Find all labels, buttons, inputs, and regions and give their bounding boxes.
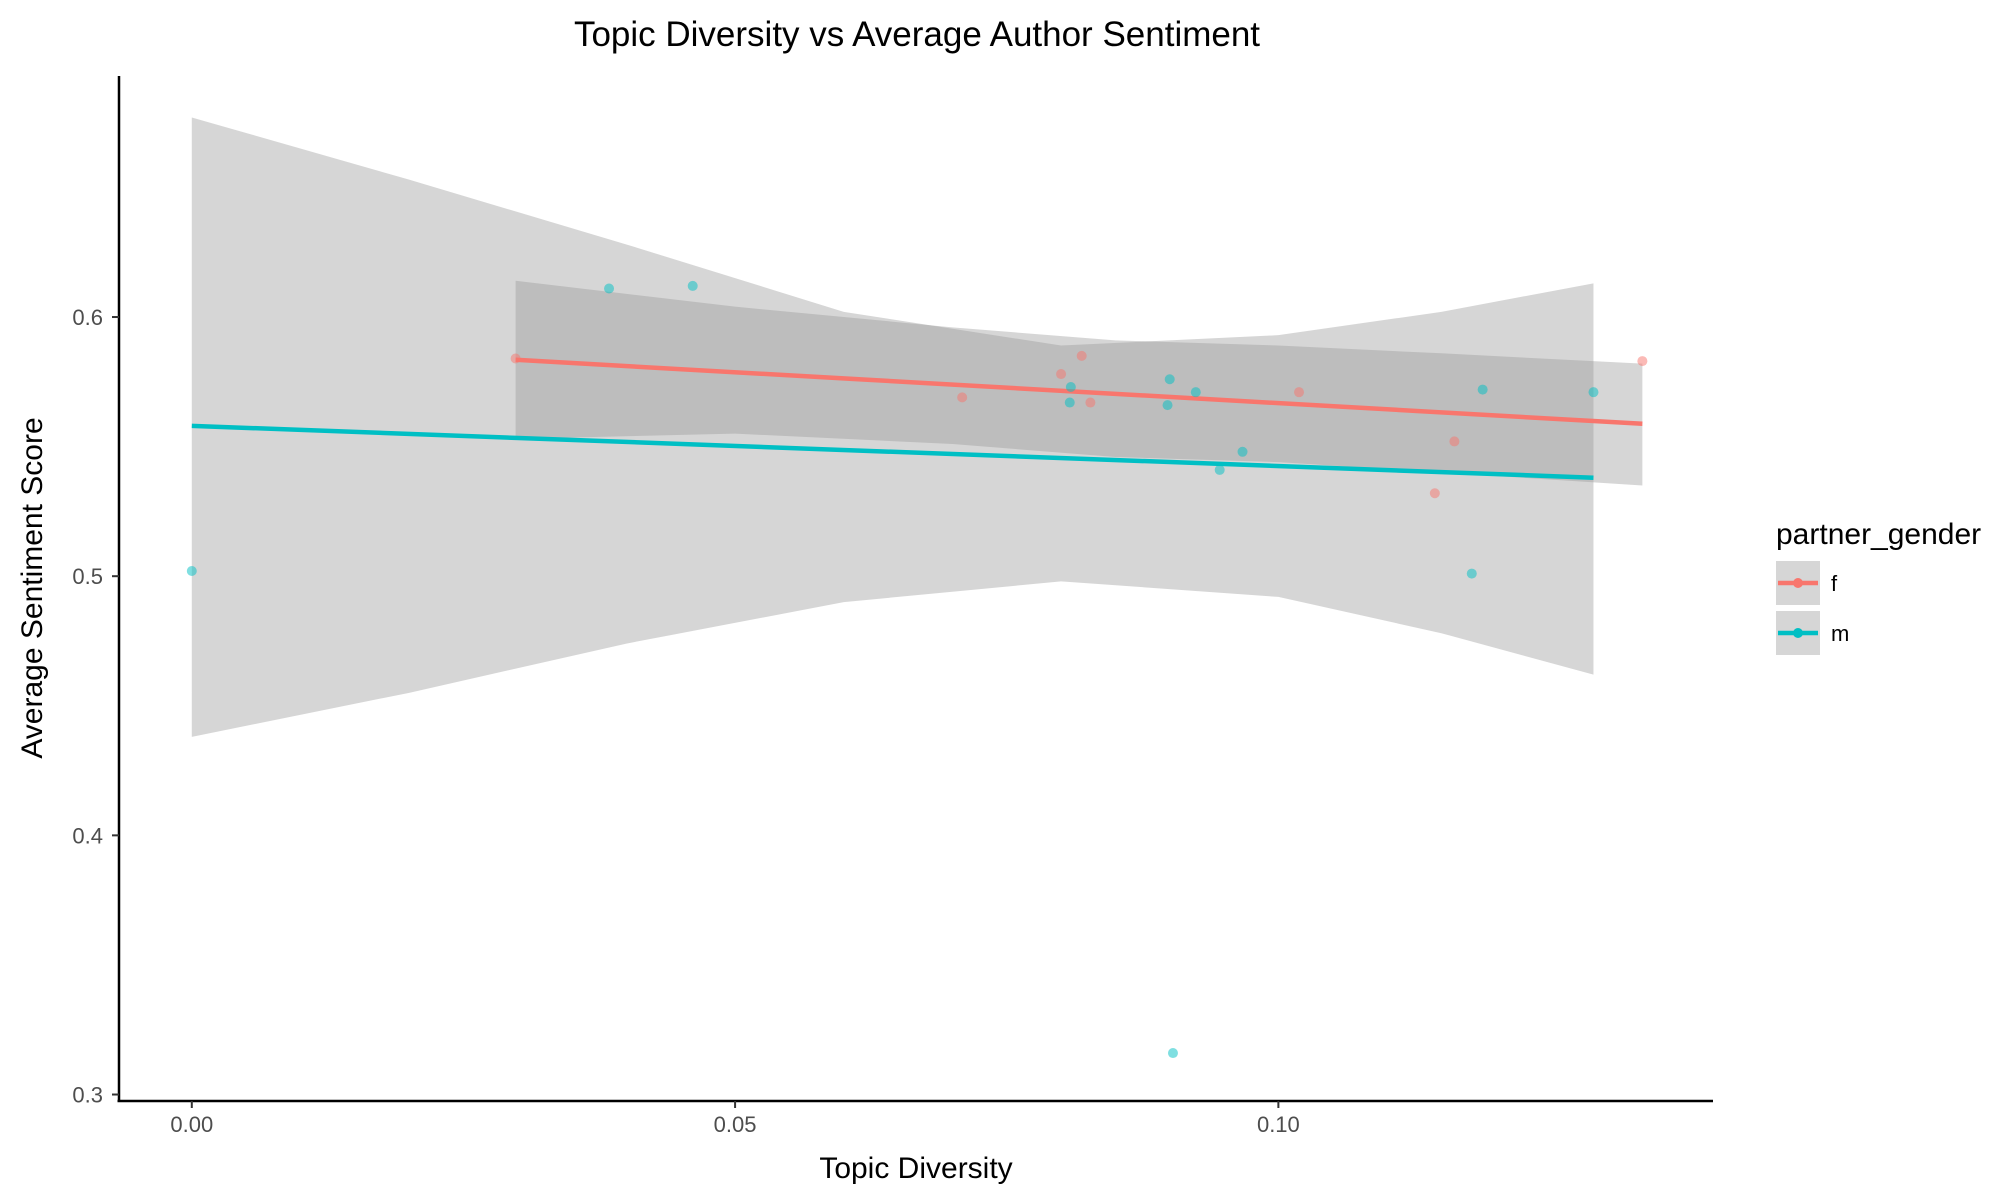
x-tick-label: 0.00 [170,1112,213,1137]
data-point-f [1429,488,1440,499]
data-point-m [604,283,615,294]
fit-lines [191,357,1643,480]
y-tick-label: 0.3 [72,1083,103,1108]
plot-area [186,117,1648,1059]
data-point-m [1214,464,1225,475]
legend-label: f [1831,571,1838,596]
data-point-f [1085,397,1096,408]
fit-line-f [515,357,1643,427]
data-point-f [1076,350,1087,361]
data-point-f [510,353,521,364]
legend-items: fm [1776,561,1849,655]
x-tick-label: 0.10 [1257,1112,1300,1137]
legend-key-point [1793,628,1803,638]
data-point-m [1237,446,1248,457]
legend-item-f: f [1776,561,1838,605]
ci-band-m [191,117,1594,737]
y-tick-label: 0.5 [72,564,103,589]
data-point-m [1064,397,1075,408]
legend-item-m: m [1776,611,1849,655]
data-point-m [1065,381,1076,392]
data-point-f [1056,369,1067,380]
ci-band-f [515,280,1643,486]
y-axis-ticks: 0.3 0.4 0.5 0.6 [72,305,119,1108]
y-tick-label: 0.4 [72,823,103,848]
data-point-m [1162,400,1173,411]
legend-title: partner_gender [1776,518,1981,551]
data-point-f [1637,356,1648,367]
x-axis-title: Topic Diversity [819,1152,1012,1185]
data-points [186,280,1648,1059]
data-point-m [1588,387,1599,398]
data-point-m [186,566,197,577]
legend-label: m [1831,621,1849,646]
data-point-m [1466,568,1477,579]
y-axis-title: Average Sentiment Score [16,417,49,758]
x-axis-ticks: 0.00 0.05 0.10 [170,1101,1300,1137]
y-tick-label: 0.6 [72,305,103,330]
fit-line-m [191,423,1594,480]
data-point-m [1167,1048,1178,1059]
data-point-m [1477,384,1488,395]
legend: partner_gender fm [1776,518,1981,655]
chart-title: Topic Diversity vs Average Author Sentim… [574,15,1260,54]
legend-key-point [1793,578,1803,588]
data-point-f [1294,387,1305,398]
data-point-f [1449,436,1460,447]
x-tick-label: 0.05 [714,1112,757,1137]
data-point-m [1190,387,1201,398]
data-point-m [687,280,698,291]
data-point-f [957,392,968,403]
data-point-m [1164,374,1175,385]
confidence-bands [191,117,1643,737]
